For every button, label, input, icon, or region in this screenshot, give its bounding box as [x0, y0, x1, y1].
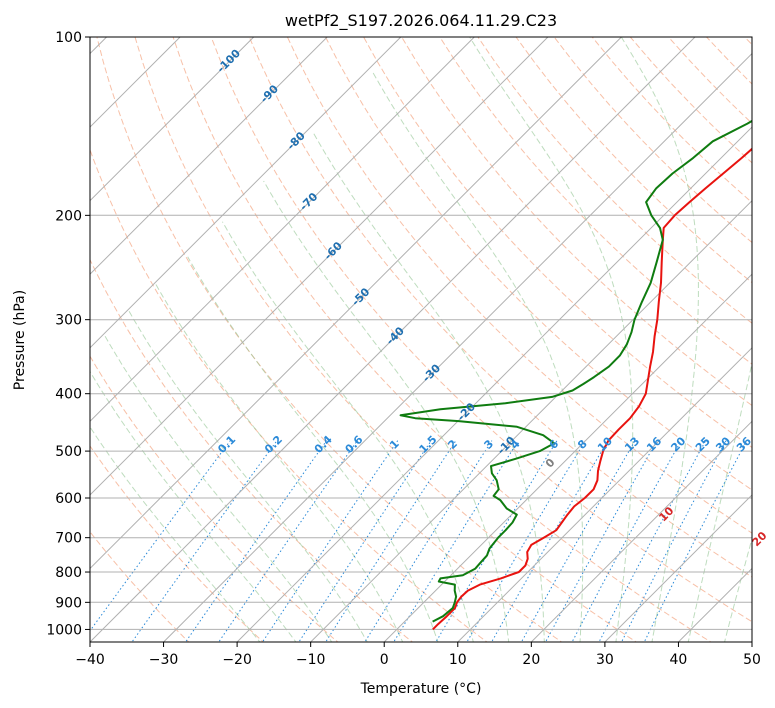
y-tick-label: 700 [55, 531, 82, 547]
y-tick-label: 1000 [46, 622, 82, 638]
moist-adiabat-line [90, 370, 297, 642]
mixing-ratio-line [621, 440, 727, 642]
mixing-ratio-line [298, 440, 432, 642]
x-tick-label: 40 [670, 652, 688, 668]
x-tick-label: −10 [296, 652, 326, 668]
mixing-ratio-line [571, 440, 682, 642]
mixing-ratio-line [184, 440, 328, 642]
isotherm-line [383, 273, 752, 642]
moist-adiabat-line [263, 180, 510, 642]
y-tick-label: 600 [55, 491, 82, 507]
y-tick-label: 800 [55, 565, 82, 581]
isotherm-line [604, 494, 752, 642]
isotherm-line [90, 37, 696, 642]
moist-adiabat-line [620, 37, 699, 642]
x-tick-label: 0 [380, 652, 389, 668]
y-tick-label: 400 [55, 387, 82, 403]
temperature-profile-line [432, 147, 752, 631]
y-tick-label: 900 [55, 595, 82, 611]
mixing-ratio-line [520, 440, 636, 642]
dry-adiabat-line [401, 37, 752, 407]
isotherm-line [90, 37, 255, 202]
moist-adiabat-line [221, 221, 474, 642]
dry-adiabat-tick-label: 20 [750, 529, 770, 549]
moist-adiabat-line [469, 37, 634, 642]
gridlines [90, 37, 752, 642]
moist-adiabat-line [372, 72, 584, 642]
dry-adiabat-line [90, 445, 264, 642]
moist-adiabat-line [104, 336, 333, 642]
y-tick-label: 300 [55, 313, 82, 329]
dry-adiabat-line [477, 37, 752, 324]
isotherm-line [90, 37, 328, 275]
plot-background [90, 37, 752, 642]
moist-adiabat-line [154, 282, 404, 642]
isotherm-line [163, 52, 752, 642]
isotherm-line [751, 641, 752, 642]
profile-lines [399, 119, 752, 631]
x-tick-label: −30 [149, 652, 179, 668]
plot-frame [89, 36, 753, 643]
isotherm-line [530, 420, 752, 642]
x-tick-label: 20 [522, 652, 540, 668]
mixing-ratio-line [598, 440, 707, 642]
isotherm-line [236, 126, 752, 642]
isotherm-line [310, 199, 752, 642]
isotherm-line [90, 37, 549, 496]
mixing-ratio-line [491, 440, 609, 642]
isotherm-line [90, 37, 402, 349]
x-axis-label: Temperature (°C) [360, 681, 482, 697]
moist-adiabat-line [187, 256, 439, 642]
mixing-ratio-line [545, 440, 658, 642]
y-tick-label: 200 [55, 208, 82, 224]
dry-adiabat-line [210, 37, 752, 623]
mixing-ratio-line [131, 440, 278, 642]
x-tick-label: −20 [222, 652, 252, 668]
moist-adiabat-line [312, 132, 545, 642]
axis-ticks: −40 −30 −20 −10 0 10 20 30 40 50 100 200 300 400 500 60… [46, 30, 761, 668]
x-tick-label: 50 [743, 652, 761, 668]
dry-adiabat-line [363, 37, 752, 449]
isotherm-line [90, 37, 622, 570]
chart-title: wetPf2_S197.2026.064.11.29.C23 [285, 11, 557, 31]
y-tick-label: 100 [55, 30, 82, 46]
x-tick-label: −40 [75, 652, 105, 668]
isotherm-line [90, 37, 475, 423]
x-tick-label: 10 [449, 652, 467, 668]
y-tick-label: 500 [55, 444, 82, 460]
dry-adiabat-line [248, 37, 752, 578]
x-tick-label: 30 [596, 652, 614, 668]
y-axis-label: Pressure (hPa) [12, 290, 28, 390]
mixing-ratio-line [435, 440, 558, 642]
dry-adiabat-line [96, 37, 563, 642]
moist-adiabat-line [128, 310, 368, 642]
mixing-ratio-line [325, 440, 457, 642]
isotherm-line [457, 347, 752, 642]
moist-adiabat-line [90, 426, 261, 642]
dewpoint-profile-line [399, 119, 752, 623]
mixing-ratio-line [261, 440, 399, 642]
mixing-ratio-line [364, 440, 493, 642]
